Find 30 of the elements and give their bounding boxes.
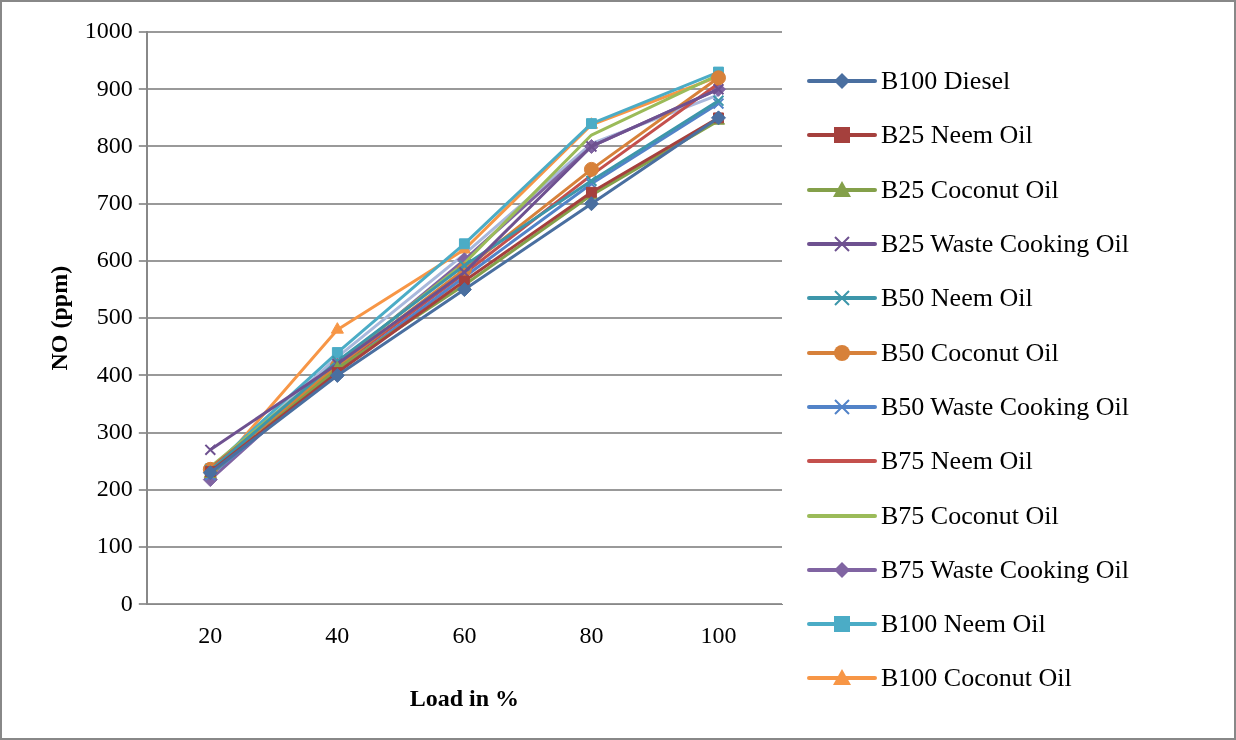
y-tick-label: 100 bbox=[96, 532, 133, 559]
y-axis-title: NO (ppm) bbox=[45, 265, 72, 371]
y-tick-label: 0 bbox=[120, 589, 133, 616]
y-tick-label: 800 bbox=[96, 131, 133, 158]
legend-label: B100 Coconut Oil bbox=[881, 663, 1072, 694]
x-tick-label: 40 bbox=[325, 622, 350, 649]
x-axis-title: Load in % bbox=[409, 684, 520, 711]
y-tick-label: 500 bbox=[96, 303, 133, 330]
legend-label: B50 Coconut Oil bbox=[881, 337, 1059, 368]
y-tick-label: 700 bbox=[96, 189, 133, 216]
x-tick-label: 80 bbox=[579, 622, 604, 649]
legend-label: B25 Neem Oil bbox=[881, 120, 1033, 151]
legend-label: B75 Waste Cooking Oil bbox=[881, 554, 1130, 585]
y-tick-label: 600 bbox=[96, 246, 133, 273]
legend-label: B25 Waste Cooking Oil bbox=[881, 229, 1130, 260]
legend-label: B75 Neem Oil bbox=[881, 446, 1033, 477]
y-tick-label: 200 bbox=[96, 475, 133, 502]
y-tick-label: 300 bbox=[96, 417, 133, 444]
x-tick-label: 60 bbox=[452, 622, 477, 649]
x-tick-label: 20 bbox=[198, 622, 223, 649]
legend-label: B75 Coconut Oil bbox=[881, 500, 1059, 531]
legend-label: B100 Neem Oil bbox=[881, 609, 1046, 640]
legend-label: B100 Diesel bbox=[881, 66, 1011, 97]
y-tick-label: 900 bbox=[96, 74, 133, 101]
y-tick-label: 400 bbox=[96, 360, 133, 387]
legend-label: B25 Coconut Oil bbox=[881, 174, 1059, 205]
legend-label: B50 Waste Cooking Oil bbox=[881, 391, 1130, 422]
legend-label: B50 Neem Oil bbox=[881, 283, 1033, 314]
y-tick-label: 1000 bbox=[84, 17, 133, 44]
x-tick-label: 100 bbox=[700, 622, 737, 649]
